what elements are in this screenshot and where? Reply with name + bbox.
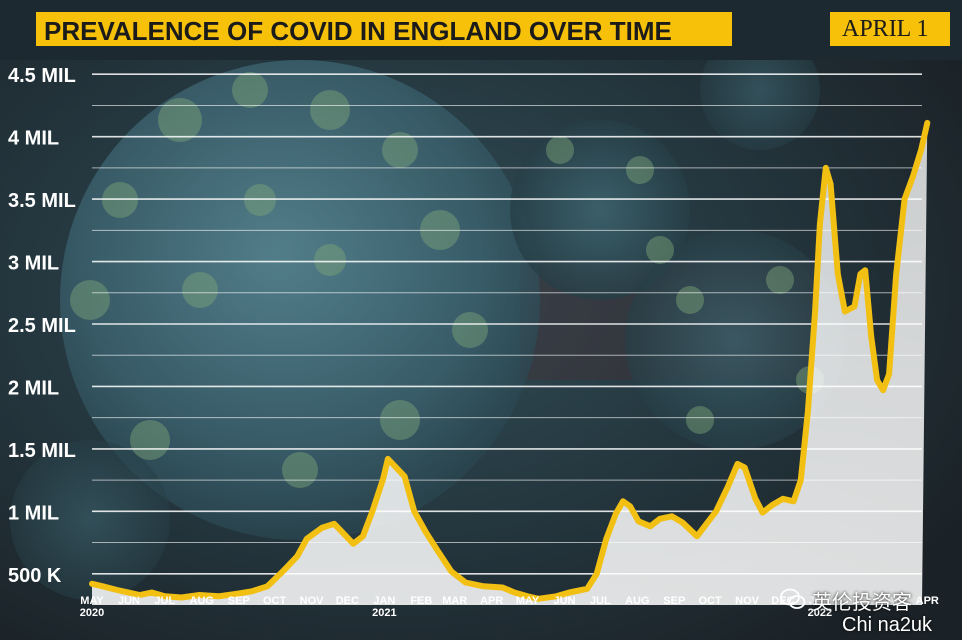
x-tick-label: SEP [228, 595, 250, 607]
x-tick-label: MAR [442, 595, 467, 607]
watermark-line-1: 英伦投资客 [812, 590, 912, 614]
x-tick-year-label: 2021 [372, 607, 396, 619]
y-tick-label: 1 MIL [8, 502, 59, 524]
chart-title: PREVALENCE OF COVID IN ENGLAND OVER TIME [44, 16, 672, 46]
x-tick-label: NOV [300, 595, 325, 607]
y-tick-label: 1.5 MIL [8, 440, 76, 462]
date-banner: APRIL 1 [830, 12, 950, 46]
x-tick-label: JUN [118, 595, 140, 607]
x-tick-label: APR [480, 595, 503, 607]
watermark: 英伦投资客 Chi na2uk [780, 584, 960, 638]
y-tick-label: 4.5 MIL [8, 65, 76, 87]
x-tick-year-label: 2020 [80, 607, 104, 619]
x-tick-label: JUL [154, 595, 175, 607]
x-tick-label: JUL [590, 595, 611, 607]
y-tick-label: 2 MIL [8, 377, 59, 399]
wechat-icon [780, 588, 806, 609]
y-tick-label: 2.5 MIL [8, 315, 76, 337]
x-tick-label: JUN [554, 595, 576, 607]
y-tick-label: 4 MIL [8, 128, 59, 150]
date-label: APRIL 1 [842, 16, 929, 42]
y-tick-label: 3 MIL [8, 253, 59, 275]
header: PREVALENCE OF COVID IN ENGLAND OVER TIME… [0, 0, 962, 60]
x-tick-label: OCT [698, 595, 722, 607]
x-tick-label: AUG [190, 595, 214, 607]
x-tick-label: APR [916, 595, 939, 607]
x-tick-label: OCT [263, 595, 287, 607]
x-tick-label: NOV [735, 595, 760, 607]
x-tick-label: MAY [80, 595, 104, 607]
series-line [89, 119, 931, 602]
x-tick-label: MAR [878, 595, 903, 607]
x-tick-label: DEC [336, 595, 359, 607]
x-tick-label: JAN [809, 595, 831, 607]
x-tick-label: JAN [373, 595, 395, 607]
x-tick-label: AUG [625, 595, 649, 607]
title-banner: PREVALENCE OF COVID IN ENGLAND OVER TIME [36, 12, 732, 46]
x-tick-label: SEP [663, 595, 685, 607]
y-tick-label: 3.5 MIL [8, 190, 76, 212]
y-tick-label: 500 K [8, 565, 62, 587]
area-fill [92, 122, 928, 606]
watermark-line-2: Chi na2uk [842, 614, 933, 636]
x-tick-label: FEB [846, 595, 868, 607]
x-tick-label: FEB [410, 595, 432, 607]
x-tick-year-label: 2022 [808, 607, 832, 619]
x-tick-label: MAY [516, 595, 540, 607]
